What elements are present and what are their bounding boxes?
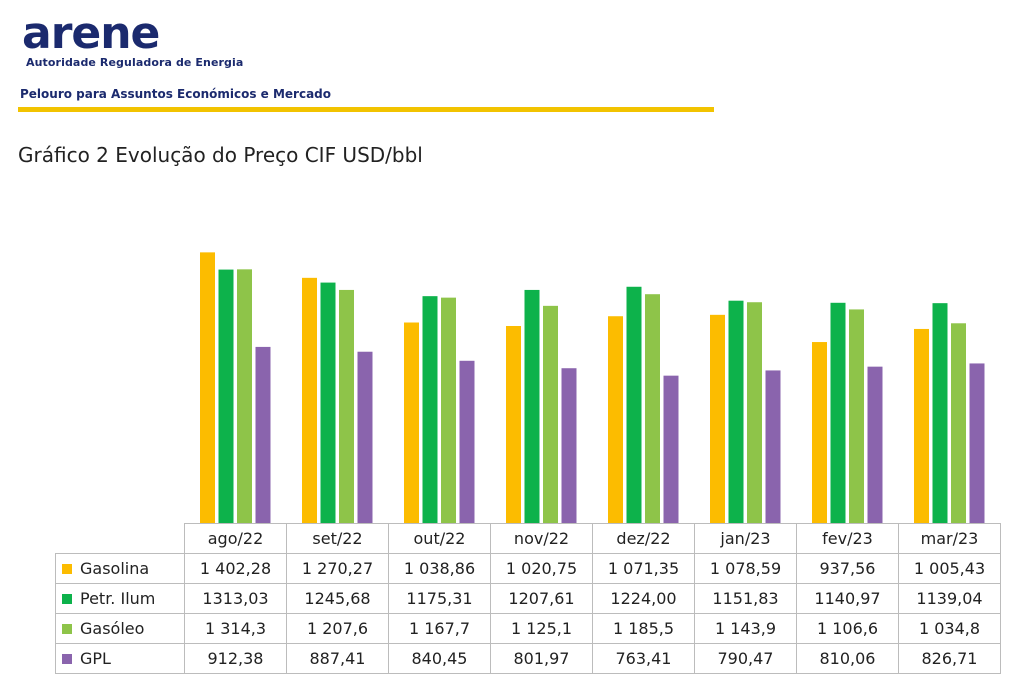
department-label: Pelouro para Assuntos Económicos e Merca… <box>20 87 332 101</box>
table-row: GPL 912,38 887,41 840,45 801,97 763,41 790,47 8… <box>55 643 1001 674</box>
category-label: fev/23 <box>796 523 899 554</box>
bar-petr-ilum-jan-23 <box>728 300 744 523</box>
table-row: Petr. Ilum 1313,03 1245,68 1175,31 1207,61 12… <box>55 583 1001 614</box>
data-label: 840,45 <box>388 643 491 674</box>
data-label: 1140,97 <box>796 583 899 614</box>
bar-gas-leo-nov-22 <box>543 305 558 523</box>
logo-subtitle: Autoridade Reguladora de Energia <box>26 56 244 69</box>
series-name: Petr. Ilum <box>80 589 156 608</box>
data-label: 1175,31 <box>388 583 491 614</box>
category-label: dez/22 <box>592 523 695 554</box>
bar-gasolina-jan-23 <box>710 314 725 523</box>
bar-gasolina-out-22 <box>404 322 419 523</box>
data-label: 912,38 <box>184 643 287 674</box>
arene-logo: arene <box>22 12 160 56</box>
legend-entry: Gasolina <box>55 553 185 584</box>
bar-gas-leo-jan-23 <box>747 302 762 523</box>
bar-gasolina-nov-22 <box>506 325 521 523</box>
table-corner <box>56 524 185 554</box>
category-label: ago/22 <box>184 523 287 554</box>
bar-gasolina-fev-23 <box>812 342 827 523</box>
table-row: Gasóleo 1 314,3 1 207,6 1 167,7 1 125,1 1 185… <box>55 613 1001 644</box>
data-label: 1 034,8 <box>898 613 1001 644</box>
data-label: 1 314,3 <box>184 613 287 644</box>
bar-gasolina-ago-22 <box>200 252 215 523</box>
data-label: 1 207,6 <box>286 613 389 644</box>
bar-petr-ilum-fev-23 <box>830 302 846 523</box>
bar-gas-leo-mar-23 <box>951 323 966 523</box>
legend-swatch <box>62 593 72 604</box>
data-label: 790,47 <box>694 643 797 674</box>
category-label: out/22 <box>388 523 491 554</box>
legend-swatch <box>62 623 72 634</box>
series-name: Gasóleo <box>80 619 145 638</box>
data-label: 937,56 <box>796 553 899 584</box>
bar-gpl-mar-23 <box>969 363 985 523</box>
header-divider <box>18 107 714 112</box>
data-label: 1 071,35 <box>592 553 695 584</box>
series-name: GPL <box>80 649 111 668</box>
bar-petr-ilum-mar-23 <box>932 303 948 523</box>
data-label: 1224,00 <box>592 583 695 614</box>
legend-swatch <box>62 563 72 574</box>
data-label: 1 020,75 <box>490 553 593 584</box>
series-name: Gasolina <box>80 559 150 578</box>
data-label: 1245,68 <box>286 583 389 614</box>
data-label: 1 402,28 <box>184 553 287 584</box>
bar-gpl-jan-23 <box>765 370 781 523</box>
data-label: 887,41 <box>286 643 389 674</box>
data-label: 1 125,1 <box>490 613 593 644</box>
bar-gpl-ago-22 <box>255 346 271 523</box>
bar-gas-leo-fev-23 <box>849 309 864 523</box>
bar-gasolina-mar-23 <box>914 328 929 523</box>
data-label: 1313,03 <box>184 583 287 614</box>
table-row: Gasolina 1 402,28 1 270,27 1 038,86 1 020,75… <box>55 553 1001 584</box>
category-label: mar/23 <box>898 523 1001 554</box>
data-label: 1207,61 <box>490 583 593 614</box>
data-label: 1 078,59 <box>694 553 797 584</box>
bar-petr-ilum-out-22 <box>422 296 438 523</box>
bar-gpl-dez-22 <box>663 375 679 523</box>
data-label: 1151,83 <box>694 583 797 614</box>
data-label: 1139,04 <box>898 583 1001 614</box>
bar-gpl-out-22 <box>459 360 475 523</box>
bar-gas-leo-ago-22 <box>237 269 252 523</box>
bar-gas-leo-out-22 <box>441 297 456 523</box>
data-label: 810,06 <box>796 643 899 674</box>
category-label: set/22 <box>286 523 389 554</box>
data-label: 1 143,9 <box>694 613 797 644</box>
data-label: 826,71 <box>898 643 1001 674</box>
bar-gasolina-set-22 <box>302 277 317 523</box>
data-label: 1 106,6 <box>796 613 899 644</box>
data-label: 1 038,86 <box>388 553 491 584</box>
legend-swatch <box>62 653 72 664</box>
bar-gasolina-dez-22 <box>608 316 623 523</box>
data-label: 763,41 <box>592 643 695 674</box>
data-table: ago/22 set/22 out/22 nov/22 dez/22 jan/23 fev/… <box>55 523 1001 674</box>
table-header-row: ago/22 set/22 out/22 nov/22 dez/22 jan/23 fev/… <box>56 523 1001 554</box>
bar-petr-ilum-dez-22 <box>626 286 642 523</box>
legend-entry: Petr. Ilum <box>55 583 185 614</box>
data-label: 801,97 <box>490 643 593 674</box>
data-label: 1 270,27 <box>286 553 389 584</box>
bar-petr-ilum-set-22 <box>320 282 336 523</box>
bar-gas-leo-dez-22 <box>645 294 660 523</box>
legend-entry: GPL <box>55 643 185 674</box>
bar-gpl-set-22 <box>357 351 373 523</box>
bar-petr-ilum-ago-22 <box>218 269 234 523</box>
logo-wordmark: arene <box>22 12 159 56</box>
data-label: 1 167,7 <box>388 613 491 644</box>
data-label: 1 005,43 <box>898 553 1001 584</box>
report-header: arene Autoridade Reguladora de Energia P… <box>0 0 1024 120</box>
category-label: jan/23 <box>694 523 797 554</box>
chart-title: Gráfico 2 Evolução do Preço CIF USD/bbl <box>18 143 423 167</box>
legend-entry: Gasóleo <box>55 613 185 644</box>
bar-gpl-fev-23 <box>867 366 883 523</box>
bar-petr-ilum-nov-22 <box>524 289 540 523</box>
bar-gpl-nov-22 <box>561 368 577 523</box>
category-label: nov/22 <box>490 523 593 554</box>
data-label: 1 185,5 <box>592 613 695 644</box>
bar-gas-leo-set-22 <box>339 289 354 523</box>
